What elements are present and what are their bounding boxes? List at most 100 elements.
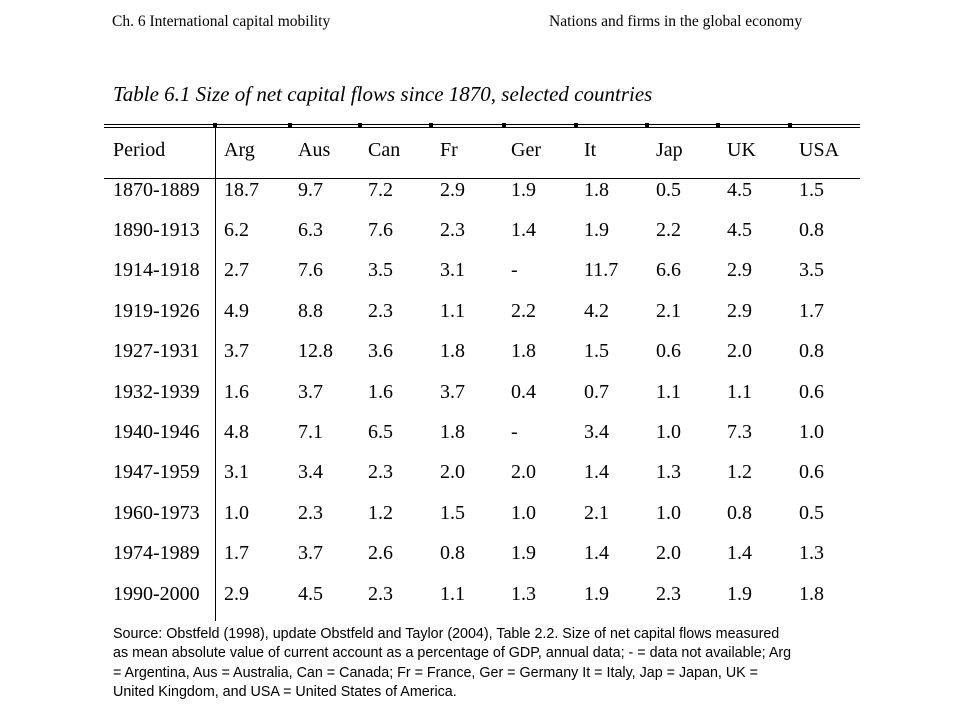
table-cell: 1.6	[368, 381, 393, 403]
table-cell: 0.8	[440, 542, 465, 564]
table-cell: 0.7	[584, 381, 609, 403]
table-cell: 1.8	[440, 340, 465, 362]
table-cell: 1.8	[440, 421, 465, 443]
table-cell: 6.3	[298, 219, 323, 241]
table-cell: 1.0	[224, 502, 249, 524]
table-cell: 4.9	[224, 300, 249, 322]
table-cell: 4.5	[727, 219, 752, 241]
table-cell: 3.1	[224, 461, 249, 483]
source-line: Source: Obstfeld (1998), update Obstfeld…	[113, 626, 780, 642]
table-cell: 2.2	[511, 300, 536, 322]
table-cell: 4.5	[298, 583, 323, 605]
table-cell: 7.1	[298, 421, 323, 443]
running-header-book: Nations and firms in the global economy	[549, 13, 803, 30]
table-cell: 2.9	[727, 300, 752, 322]
column-tick-mark	[502, 123, 506, 128]
table-cell: 6.5	[368, 421, 393, 443]
row-period-label: 1914-1918	[113, 259, 200, 281]
source-line: United Kingdom, and USA = United States …	[113, 684, 457, 701]
table-cell: 1.2	[727, 461, 752, 483]
table-cell: 0.5	[799, 502, 824, 524]
table-cell: 1.1	[727, 381, 752, 403]
table-cell: 1.8	[511, 340, 536, 362]
table-cell: 1.3	[656, 461, 681, 483]
column-tick-mark	[574, 123, 578, 128]
table-cell: 7.6	[368, 219, 393, 241]
table-cell: 2.1	[584, 502, 609, 524]
table-cell: 2.3	[298, 502, 323, 524]
table-cell: 0.6	[799, 381, 824, 403]
column-header: Arg	[224, 139, 255, 161]
table-cell: 4.8	[224, 421, 249, 443]
table-cell: 3.4	[584, 421, 609, 443]
table-cell: 0.8	[799, 219, 824, 241]
table-cell: 4.5	[727, 179, 752, 201]
table-cell: 3.6	[368, 340, 393, 362]
table-cell: 1.7	[224, 542, 249, 564]
table-cell: 3.7	[298, 381, 323, 403]
table-cell: 1.0	[799, 421, 824, 443]
row-period-label: 1947-1959	[113, 461, 200, 483]
table-cell: 2.9	[727, 259, 752, 281]
column-header: USA	[799, 139, 840, 161]
table-cell: 8.8	[298, 300, 323, 322]
table-cell: 0.4	[511, 381, 536, 403]
table-cell: 2.9	[440, 179, 465, 201]
column-tick-mark	[716, 123, 720, 128]
table-cell: 6.6	[656, 259, 681, 281]
column-tick-mark	[358, 123, 362, 128]
table-cell: 3.1	[440, 259, 465, 281]
table-cell: 4.2	[584, 300, 609, 322]
table-cell: 0.6	[656, 340, 681, 362]
table-cell: 2.3	[440, 219, 465, 241]
table-cell: 3.5	[368, 259, 393, 281]
column-tick-mark	[288, 123, 292, 128]
table-cell: 1.5	[799, 179, 824, 201]
table-cell: 1.5	[584, 340, 609, 362]
table-cell: 7.2	[368, 179, 393, 201]
row-period-label: 1919-1926	[113, 300, 200, 322]
table-cell: 3.7	[224, 340, 249, 362]
row-period-label: 1990-2000	[113, 583, 200, 605]
table-cell: 7.6	[298, 259, 323, 281]
table-cell: 2.1	[656, 300, 681, 322]
table-top-rule-double	[104, 127, 860, 128]
table-cell: 1.0	[511, 502, 536, 524]
table-cell: 1.9	[727, 583, 752, 605]
table-cell: 2.2	[656, 219, 681, 241]
table-cell: 1.9	[511, 179, 536, 201]
table-cell: 3.7	[440, 381, 465, 403]
table-cell: 1.3	[799, 542, 824, 564]
table-cell: -	[511, 421, 518, 443]
running-header-chapter: Ch. 6 International capital mobility	[112, 13, 331, 30]
table-period-divider	[215, 124, 216, 621]
table-cell: 1.7	[799, 300, 824, 322]
table-cell: 12.8	[298, 340, 333, 362]
table-cell: 2.0	[656, 542, 681, 564]
table-cell: 1.4	[584, 542, 609, 564]
table-cell: 1.0	[656, 421, 681, 443]
table-cell: 3.5	[799, 259, 824, 281]
table-cell: 0.5	[656, 179, 681, 201]
table-cell: 1.0	[656, 502, 681, 524]
table-top-rule	[104, 124, 860, 125]
column-tick-mark	[645, 123, 649, 128]
source-line: as mean absolute value of current accoun…	[113, 645, 792, 662]
column-header: Jap	[656, 139, 683, 161]
table-cell: 1.3	[511, 583, 536, 605]
table-cell: 0.6	[799, 461, 824, 483]
table-cell: 6.2	[224, 219, 249, 241]
table-source-note: Source: Obstfeld (1998), update Obstfeld…	[113, 625, 865, 703]
table-cell: 0.8	[727, 502, 752, 524]
table-cell: 0.8	[799, 340, 824, 362]
table-cell: 2.3	[368, 461, 393, 483]
table-cell: 2.0	[440, 461, 465, 483]
row-period-label: 1870-1889	[113, 179, 200, 201]
table-cell: 1.4	[511, 219, 536, 241]
column-tick-mark	[429, 123, 433, 128]
column-tick-mark	[788, 123, 792, 128]
row-period-label: 1974-1989	[113, 542, 200, 564]
row-period-label: 1890-1913	[113, 219, 200, 241]
table-cell: 1.1	[440, 583, 465, 605]
table-cell: 2.3	[368, 300, 393, 322]
